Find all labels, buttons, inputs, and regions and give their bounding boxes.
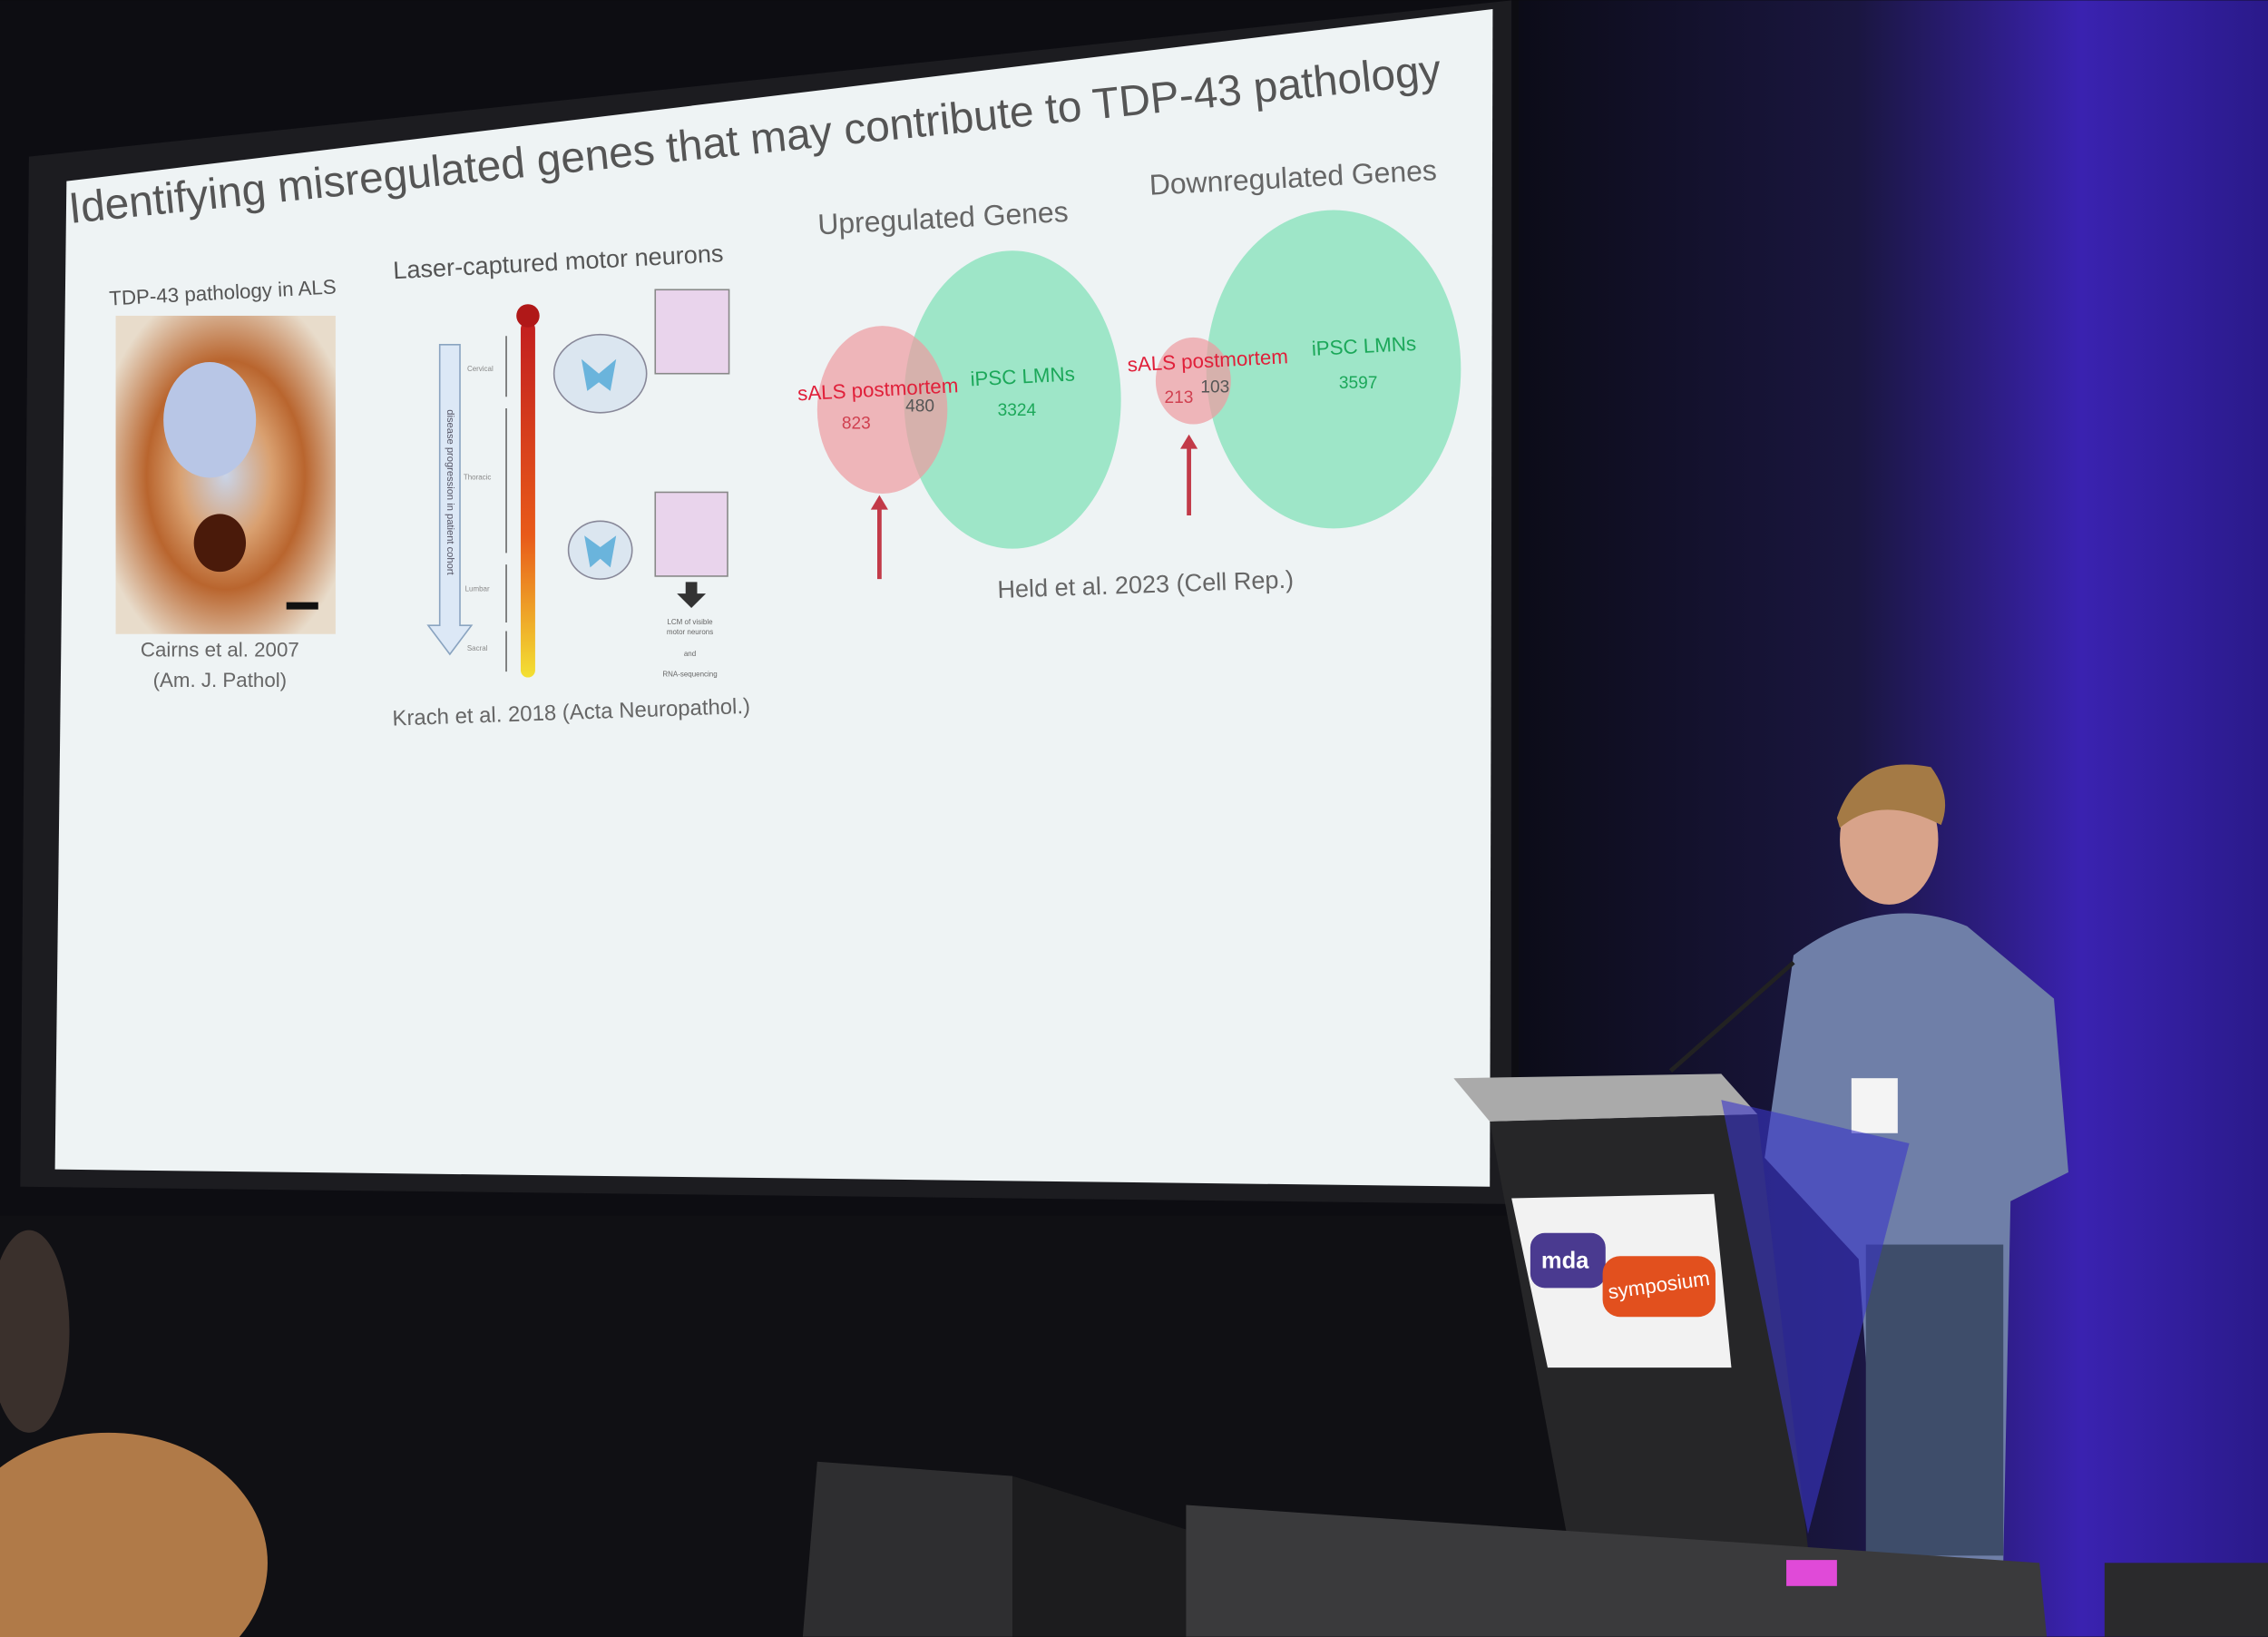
logo-badge: [1530, 1232, 1606, 1289]
step-label: RNA-sequencing: [662, 670, 717, 678]
spinal-cord: [520, 321, 535, 678]
region-label: Sacral: [467, 644, 488, 652]
venn-count: 3324: [998, 401, 1037, 420]
nucleus: [163, 361, 257, 478]
venn-circle: [816, 326, 948, 495]
banner-badge: [1602, 1256, 1716, 1318]
speaker-hair: [1836, 764, 1946, 828]
podium-top: [1453, 1073, 1758, 1122]
arrow-head: [1180, 434, 1198, 449]
logo: mda: [1541, 1248, 1589, 1273]
venn-count: 480: [905, 397, 934, 416]
brainstem: [516, 304, 540, 328]
step-arrow: [677, 582, 707, 609]
citation: (Am. J. Pathol): [153, 669, 288, 691]
stage-monitor: [1012, 1475, 1201, 1637]
stage-desk: [1186, 1505, 2048, 1637]
citation: Cairns et al. 2007: [141, 639, 299, 662]
badge: [1851, 1078, 1898, 1133]
region-label: Thoracic: [464, 474, 492, 482]
grey-matter: [581, 358, 617, 391]
venn-count: 823: [842, 415, 871, 434]
inclusion: [193, 514, 247, 573]
podium-side: [1721, 1100, 1910, 1534]
venn-circle: [904, 250, 1121, 549]
arrow-head: [870, 495, 888, 510]
step-label: LCM of visible: [667, 618, 713, 626]
audience-head: [0, 1432, 268, 1637]
micrograph: [654, 289, 730, 375]
venn-count: 103: [1200, 378, 1229, 397]
stage-monitor: [2104, 1563, 2268, 1637]
scale-bar: [286, 602, 318, 610]
step-label: and: [684, 650, 696, 658]
venn-count: 213: [1164, 388, 1193, 407]
speaker-jeans: [1865, 1244, 2004, 1556]
step-label: motor neurons: [667, 628, 713, 636]
venn-circle: [1155, 337, 1231, 425]
stage-monitor: [802, 1461, 1013, 1637]
grey-matter: [584, 535, 617, 568]
venn-label: iPSC LMNs: [970, 362, 1075, 390]
venn-count: 3597: [1339, 374, 1378, 393]
region-label: Lumbar: [465, 584, 490, 593]
venn-label: iPSC LMNs: [1311, 332, 1416, 360]
microphone: [1668, 960, 1795, 1073]
region-label: Cervical: [467, 365, 494, 373]
progression-arrow: [426, 344, 474, 656]
slide: [54, 8, 1493, 1187]
venn-circle: [1206, 210, 1461, 529]
audience-head: [0, 1230, 70, 1433]
micrograph: [654, 491, 728, 577]
axis-label: disease progression in patient cohort: [445, 409, 455, 575]
tape: [1786, 1560, 1837, 1586]
histology-image: [115, 315, 336, 634]
